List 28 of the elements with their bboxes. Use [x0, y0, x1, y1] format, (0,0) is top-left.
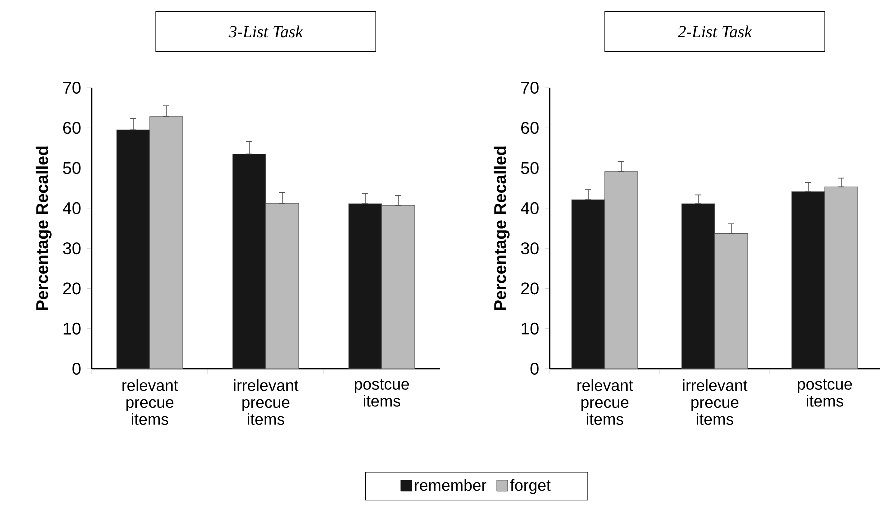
legend-label: remember	[415, 479, 487, 492]
y-tick-label: 20	[522, 282, 539, 295]
y-tick-label: 50	[63, 162, 81, 174]
y-tick-label: 40	[63, 202, 81, 214]
x-tick-label: irrelevant precue items	[234, 380, 299, 426]
legend-label: forget	[510, 479, 551, 494]
chart-title: 2-List Task	[678, 26, 752, 38]
y-tick-label: 50	[521, 162, 539, 174]
y-tick-label: 20	[64, 282, 81, 295]
y-tick-label: 70	[64, 82, 81, 94]
y-tick-label: 30	[63, 242, 81, 255]
x-tick-label: postcue items	[355, 380, 410, 407]
x-tick-label: relevant precue items	[122, 380, 178, 426]
y-tick-label: 10	[522, 322, 539, 335]
y-tick-label: 10	[64, 322, 81, 335]
y-tick-label: 0	[72, 363, 81, 375]
y-tick-label: 0	[530, 363, 539, 375]
x-tick-label: relevant precue items	[578, 380, 634, 426]
y-tick-label: 30	[521, 242, 539, 255]
chart-title: 3-List Task	[228, 26, 304, 38]
y-axis-title: Percentage Recalled	[494, 146, 510, 310]
y-axis-title: Percentage Recalled	[36, 146, 52, 310]
y-tick-label: 60	[522, 122, 539, 134]
y-tick-label: 60	[64, 122, 81, 134]
x-tick-label: irrelevant precue items	[683, 380, 748, 426]
y-tick-label: 40	[521, 202, 539, 214]
x-tick-label: postcue items	[798, 380, 852, 407]
y-tick-label: 70	[522, 82, 539, 94]
